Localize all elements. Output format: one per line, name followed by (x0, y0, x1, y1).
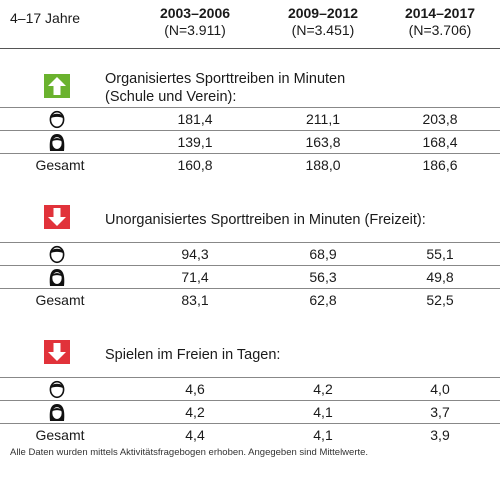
table-cell: 186,6 (422, 157, 458, 173)
table-cell: 62,8 (309, 292, 337, 308)
row-divider (0, 265, 500, 266)
table-cell: 163,8 (305, 134, 341, 150)
girl-icon (47, 132, 67, 152)
row-label: Gesamt (35, 292, 85, 308)
table-cell: 3,7 (430, 404, 450, 420)
table-cell: 55,1 (426, 246, 454, 262)
row-label: Gesamt (35, 427, 85, 443)
table-cell: 83,1 (181, 292, 209, 308)
arrow-down-icon (44, 205, 70, 229)
table-row: 71,4 56,3 49,8 (0, 266, 500, 288)
table-cell: 4,6 (185, 381, 205, 397)
period-label: 2014–2017 (404, 5, 476, 21)
table-row: Gesamt 160,8 188,0 186,6 (0, 154, 500, 176)
row-divider (0, 130, 500, 131)
table-cell: 4,1 (313, 427, 333, 443)
table-row: Gesamt 4,4 4,1 3,9 (0, 424, 500, 446)
boy-icon (47, 379, 67, 399)
table-cell: 4,2 (313, 381, 333, 397)
column-header-1: 2003–2006 (N=3.911) (135, 5, 255, 39)
table-row: 181,4 211,1 203,8 (0, 108, 500, 130)
table-cell: 94,3 (181, 246, 209, 262)
table-cell: 160,8 (177, 157, 213, 173)
section-title-line: Unorganisiertes Sporttreiben in Minuten … (105, 212, 426, 228)
period-label: 2003–2006 (159, 5, 231, 21)
section-title: Spielen im Freien in Tagen: (105, 346, 280, 364)
period-label: 2009–2012 (287, 5, 359, 21)
row-divider (0, 400, 500, 401)
section-title-line: (Schule und Verein): (105, 89, 237, 105)
row-divider (0, 107, 500, 108)
table-cell: 3,9 (430, 427, 450, 443)
section-title-line: Spielen im Freien in Tagen: (105, 347, 281, 363)
row-label: Gesamt (35, 157, 85, 173)
table-cell: 139,1 (177, 134, 213, 150)
column-header-3: 2014–2017 (N=3.706) (380, 5, 500, 39)
table-cell: 168,4 (422, 134, 458, 150)
boy-icon (47, 109, 67, 129)
table-cell: 4,0 (430, 381, 450, 397)
section-title: Unorganisiertes Sporttreiben in Minuten … (105, 211, 426, 229)
row-divider (0, 288, 500, 289)
girl-icon (47, 267, 67, 287)
section-title-line: Organisiertes Sporttreiben in Minuten (105, 71, 346, 87)
row-divider (0, 242, 500, 243)
table-row: 4,6 4,2 4,0 (0, 378, 500, 400)
table-cell: 52,5 (426, 292, 454, 308)
table-cell: 49,8 (426, 269, 454, 285)
table-row: Gesamt 83,1 62,8 52,5 (0, 289, 500, 311)
column-header-2: 2009–2012 (N=3.451) (263, 5, 383, 39)
sample-size-label: (N=3.451) (291, 22, 355, 38)
arrow-up-icon (44, 74, 70, 98)
table-cell: 56,3 (309, 269, 337, 285)
table-cell: 188,0 (305, 157, 341, 173)
sample-size-label: (N=3.911) (164, 22, 226, 38)
table-cell: 181,4 (177, 111, 213, 127)
header-divider (0, 48, 500, 49)
boy-icon (47, 244, 67, 264)
age-range-label: 4–17 Jahre (10, 10, 81, 26)
table-row: 94,3 68,9 55,1 (0, 243, 500, 265)
table-cell: 71,4 (181, 269, 209, 285)
section-title: Organisiertes Sporttreiben in Minuten (Sc… (105, 70, 345, 106)
table-cell: 203,8 (422, 111, 458, 127)
table-row: 139,1 163,8 168,4 (0, 131, 500, 153)
table-row: 4,2 4,1 3,7 (0, 401, 500, 423)
table-cell: 4,2 (185, 404, 205, 420)
arrow-down-icon (44, 340, 70, 364)
table-cell: 68,9 (309, 246, 337, 262)
table-cell: 4,4 (185, 427, 205, 443)
row-divider (0, 377, 500, 378)
sample-size-label: (N=3.706) (408, 22, 472, 38)
table-cell: 211,1 (306, 111, 340, 127)
row-divider (0, 423, 500, 424)
footnote: Alle Daten wurden mittels Aktivitätsfrag… (10, 447, 369, 458)
row-divider (0, 153, 500, 154)
table-cell: 4,1 (313, 404, 333, 420)
girl-icon (47, 402, 67, 422)
